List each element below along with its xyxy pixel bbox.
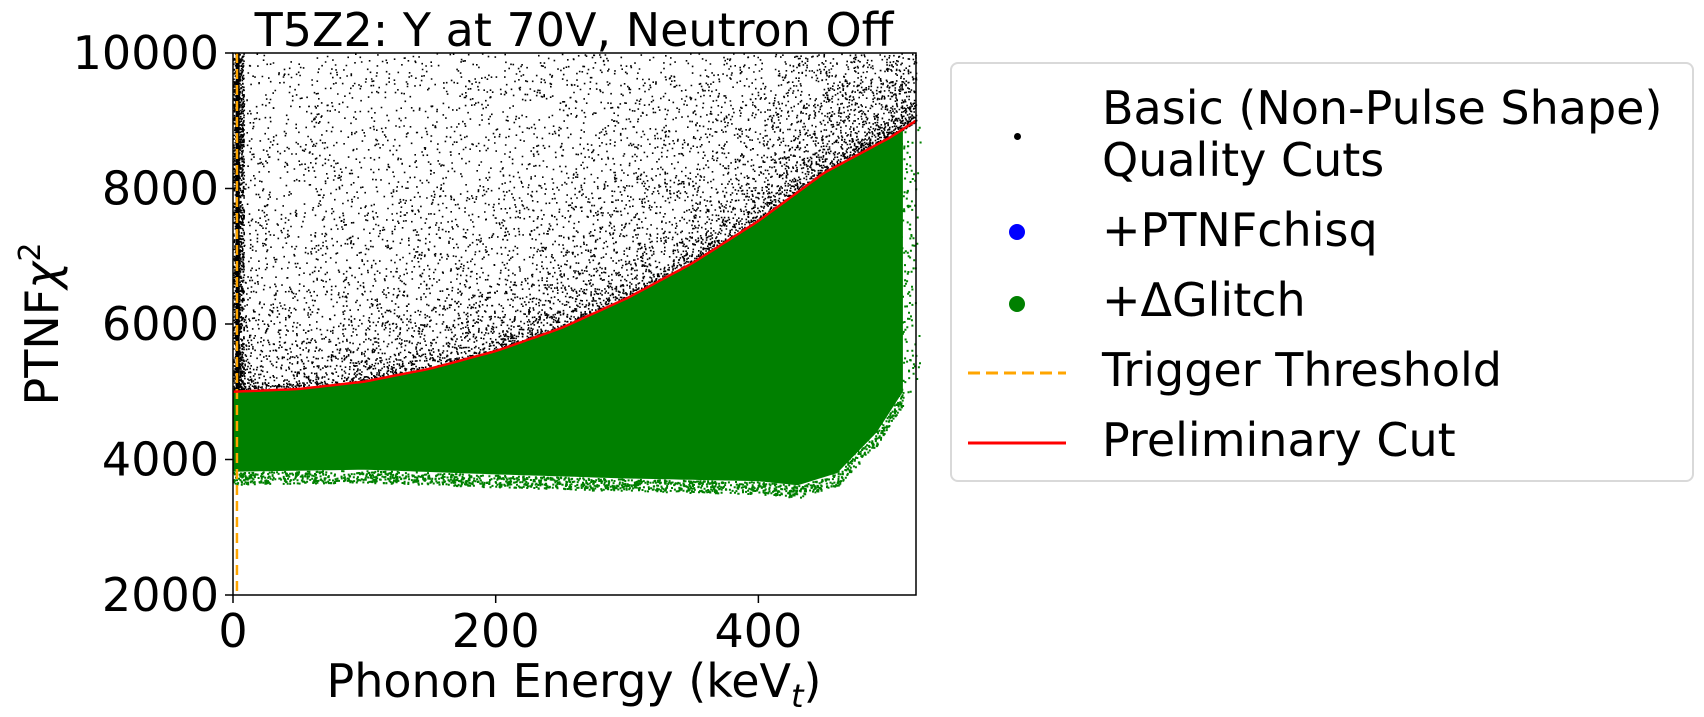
glitch-points xyxy=(233,126,922,499)
legend-label-basic-cuts-line1: Basic (Non-Pulse Shape) xyxy=(1102,81,1663,135)
legend-label-basic-cuts-line2: Quality Cuts xyxy=(1102,133,1385,187)
legend-label-preliminary-cut: Preliminary Cut xyxy=(1102,413,1456,467)
y-axis-label: PTNFχ2 xyxy=(13,242,69,405)
legend: Basic (Non-Pulse Shape) Quality Cuts +PT… xyxy=(950,62,1694,482)
legend-label-ptnfchisq: +PTNFchisq xyxy=(1102,203,1378,257)
y-tick-label: 2000 xyxy=(102,568,219,622)
legend-marker-red-line xyxy=(968,441,1066,445)
legend-item-preliminary-cut: Preliminary Cut xyxy=(952,414,1692,474)
legend-item-trigger-threshold: Trigger Threshold xyxy=(952,344,1692,404)
y-tick-label: 4000 xyxy=(102,433,219,487)
legend-marker-blue-dot xyxy=(1009,224,1025,240)
legend-marker-green-dot xyxy=(1009,296,1025,312)
legend-item-ptnfchisq: +PTNFchisq xyxy=(952,204,1692,264)
y-tick-label: 8000 xyxy=(102,162,219,216)
preliminary-cut-line xyxy=(232,119,917,394)
legend-marker-orange-dashed xyxy=(968,371,1066,375)
x-tick-label: 0 xyxy=(218,604,247,658)
tick-layer: 0 200 400 2000 4000 6000 8000 10000 xyxy=(73,26,803,658)
line-layer xyxy=(232,53,917,595)
x-tick-label: 200 xyxy=(452,604,540,658)
legend-label-glitch: +ΔGlitch xyxy=(1102,273,1306,327)
legend-marker-black-dot xyxy=(1014,133,1021,140)
glitch-band-layer xyxy=(233,126,922,499)
legend-label-trigger-threshold: Trigger Threshold xyxy=(1102,343,1502,397)
y-tick-label: 10000 xyxy=(73,26,219,80)
legend-item-basic-cuts: Basic (Non-Pulse Shape) Quality Cuts xyxy=(952,82,1692,192)
y-tick-label: 6000 xyxy=(102,297,219,351)
legend-item-glitch: +ΔGlitch xyxy=(952,274,1692,334)
x-tick-label: 400 xyxy=(714,604,802,658)
x-axis-label: Phonon Energy (keVt) xyxy=(327,654,822,715)
glitch-band xyxy=(233,129,903,486)
chart-title: T5Z2: Y at 70V, Neutron Off xyxy=(254,3,895,57)
